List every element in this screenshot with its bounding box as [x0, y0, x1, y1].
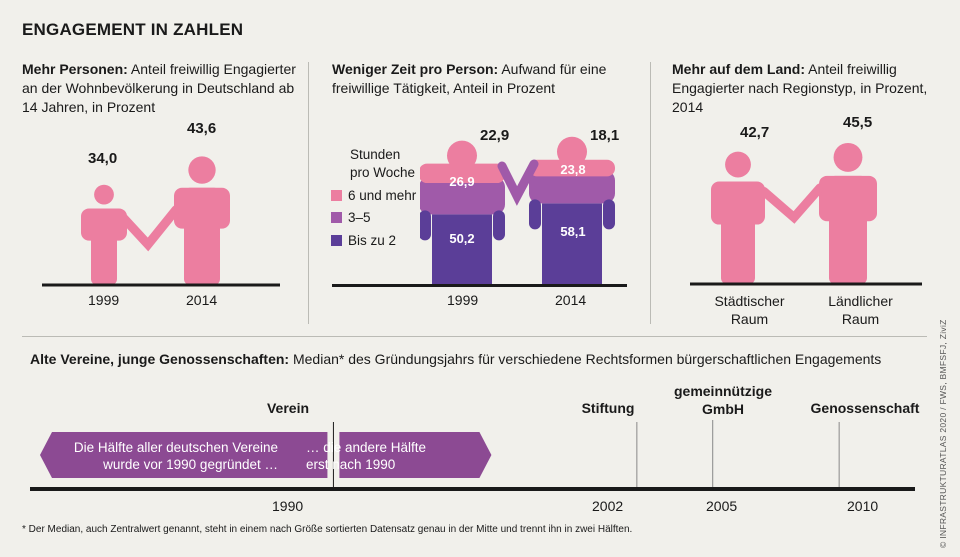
panel2-value-bottom-2014: 58,1 [560, 224, 586, 239]
segment-arms-lower [420, 210, 431, 241]
panel-divider [308, 62, 309, 324]
legend-item-upto2: Bis zu 2 [331, 233, 396, 248]
panel2-holding-hands [497, 159, 539, 206]
panel1-holding-hands [119, 205, 181, 252]
panel2-legend-title: Stunden pro Woche [350, 147, 416, 180]
panel2-figure-2014 [529, 136, 615, 284]
timeline-year-1990: 1990 [272, 498, 304, 514]
timeline-chart [30, 420, 915, 491]
legend-swatch [331, 190, 342, 201]
timeline-heading: Alte Vereine, junge Genossenschaften: Me… [30, 351, 882, 367]
panel2-figure-1999 [420, 140, 505, 284]
segment-6-und-mehr [420, 163, 505, 184]
timeline-label-ggmbh: gemeinnützige GmbH [673, 383, 772, 417]
panel1-value-2014: 43,6 [187, 120, 217, 137]
panel2-value-top-2014: 18,1 [590, 127, 620, 144]
panel3-figure-rural [819, 142, 877, 284]
panel1-figure-2014 [174, 156, 230, 285]
legend-item-6plus: 6 und mehr [331, 188, 416, 203]
panel2-chart [420, 136, 615, 284]
timeline-arrow-left-text: Die Hälfte aller deutschen Vereine wurde… [73, 440, 278, 472]
panel1-value-1999: 34,0 [88, 150, 118, 167]
panel3-chart [690, 142, 922, 286]
segment-bis-zu-2 [542, 203, 602, 284]
legend-swatch [331, 235, 342, 246]
timeline-label-verein: Verein [266, 400, 310, 416]
segment-arms-lower [603, 199, 615, 230]
timeline-year-2005: 2005 [706, 498, 738, 514]
panel3-figure-urban [711, 151, 765, 284]
timeline-arrow-right [339, 432, 492, 478]
panel1-chart [42, 156, 280, 287]
timeline-arrow-left [40, 432, 328, 478]
source-credit: © INFRASTRUKTURATLAS 2020 / FWS, BMFSFJ,… [938, 319, 948, 548]
timeline-year-2002: 2002 [592, 498, 624, 514]
panel2-value-top-1999: 22,9 [480, 127, 510, 144]
segment-6-und-mehr [529, 159, 615, 177]
timeline-label-genossenschaft: Genossenschaft [810, 400, 920, 416]
panel1-year-2014: 2014 [186, 292, 218, 308]
panel3-value-rural: 45,5 [843, 114, 873, 131]
timeline-arrow-right-text: … die andere Hälfte erst nach 1990 [306, 440, 427, 472]
panel2-value-mid-1999: 26,9 [449, 174, 475, 189]
panel1-year-1999: 1999 [88, 292, 120, 308]
segment-arms-lower [529, 199, 541, 230]
section-divider [22, 336, 927, 337]
panel3-name-rural: Ländlicher Raum [828, 293, 893, 327]
panel3-heading: Mehr auf dem Land: Anteil freiwillig Eng… [672, 61, 928, 115]
panel2-year-1999: 1999 [447, 292, 479, 308]
page-title: ENGAGEMENT IN ZAHLEN [22, 20, 244, 39]
panel1-figure-1999 [81, 184, 127, 285]
panel2-year-2014: 2014 [555, 292, 587, 308]
segment-3-5 [420, 177, 505, 215]
segment-6-und-mehr-head [557, 136, 587, 167]
panel2-heading: Weniger Zeit pro Person: Aufwand für ein… [332, 61, 607, 96]
panel3-name-urban: Städtischer Raum [714, 293, 785, 327]
segment-3-5 [529, 170, 615, 204]
legend-swatch [331, 212, 342, 223]
panel-divider [650, 62, 651, 324]
timeline-year-2010: 2010 [847, 498, 879, 514]
segment-6-und-mehr-head [447, 140, 477, 171]
segment-arms-lower [493, 210, 505, 241]
panel1-heading: Mehr Personen: Anteil freiwillig Engagie… [22, 61, 296, 115]
panel2-baseline [332, 284, 627, 287]
legend-item-3-5: 3–5 [331, 210, 371, 225]
timeline-label-stiftung: Stiftung [581, 400, 635, 416]
footnote: * Der Median, auch Zentralwert genannt, … [22, 524, 633, 535]
panel3-value-urban: 42,7 [740, 124, 770, 141]
segment-bis-zu-2 [432, 214, 492, 284]
panel2-value-bottom-1999: 50,2 [449, 231, 475, 246]
panel2-value-mid-2014: 23,8 [560, 162, 586, 177]
panel3-holding-hands [759, 183, 825, 224]
